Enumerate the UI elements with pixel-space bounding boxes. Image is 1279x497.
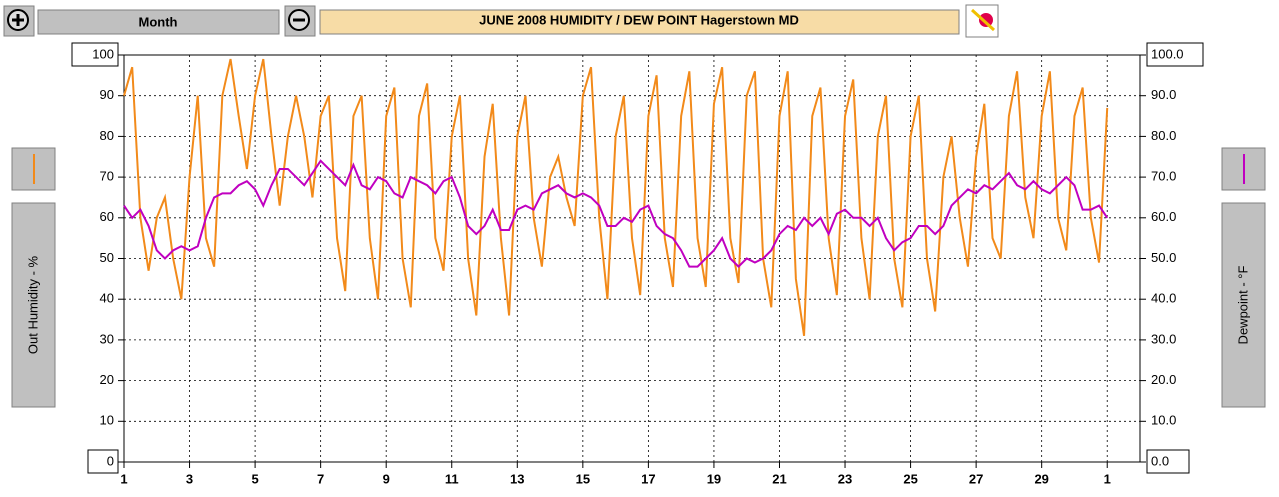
x-tick-label: 19 <box>707 471 721 486</box>
y2-tick-label: 90.0 <box>1151 87 1176 102</box>
x-tick-label: 17 <box>641 471 655 486</box>
x-tick-label: 7 <box>317 471 324 486</box>
x-tick-label: 5 <box>251 471 258 486</box>
y2-tick-label: 40.0 <box>1151 291 1176 306</box>
x-tick-label: 29 <box>1034 471 1048 486</box>
x-tick-label: 13 <box>510 471 524 486</box>
x-tick-label: 9 <box>383 471 390 486</box>
y-tick-label: 50 <box>100 250 114 265</box>
title-box <box>319 9 960 35</box>
y2-tick-label: 50.0 <box>1151 250 1176 265</box>
y-tick-label: 30 <box>100 331 114 346</box>
plot-frame <box>123 54 1141 463</box>
x-tick-label: 21 <box>772 471 786 486</box>
y2-tick-label: 10.0 <box>1151 413 1176 428</box>
y2-tick-label: 60.0 <box>1151 209 1176 224</box>
y2-min-box <box>1146 449 1190 474</box>
y2-tick-label: 20.0 <box>1151 372 1176 387</box>
y-tick-label: 70 <box>100 169 114 184</box>
color-button[interactable] <box>965 4 999 38</box>
x-tick-label: 1 <box>1104 471 1111 486</box>
y-axis-label: Out Humidity - % <box>25 255 40 354</box>
y-tick-label: 90 <box>100 87 114 102</box>
y2-tick-label: 0.0 <box>1151 453 1169 468</box>
period-button[interactable] <box>37 9 280 35</box>
x-tick-label: 1 <box>120 471 127 486</box>
x-tick-label: 27 <box>969 471 983 486</box>
chart-title: JUNE 2008 HUMIDITY / DEW POINT Hagerstow… <box>479 12 799 27</box>
y-tick-label: 20 <box>100 372 114 387</box>
x-tick-label: 3 <box>186 471 193 486</box>
y-tick-label: 40 <box>100 291 114 306</box>
x-tick-label: 11 <box>445 471 459 486</box>
series-line <box>123 58 1109 336</box>
axis-label-button[interactable] <box>11 202 56 408</box>
y2-tick-label: 100.0 <box>1151 46 1184 61</box>
zoom-in-button[interactable] <box>3 5 35 37</box>
x-tick-label: 15 <box>576 471 590 486</box>
axis-label-button[interactable] <box>1221 202 1266 408</box>
y-tick-label: 60 <box>100 209 114 224</box>
series-line <box>123 159 1109 269</box>
y-tick-label: 0 <box>107 453 114 468</box>
period-label: Month <box>139 14 178 29</box>
zoom-out-button[interactable] <box>284 5 316 37</box>
y2-tick-label: 70.0 <box>1151 169 1176 184</box>
y2-tick-label: 30.0 <box>1151 331 1176 346</box>
x-tick-label: 23 <box>838 471 852 486</box>
y2-max-box <box>1146 42 1204 67</box>
y-tick-label: 10 <box>100 413 114 428</box>
x-tick-label: 25 <box>903 471 917 486</box>
y2-axis-label: Dewpoint - °F <box>1235 265 1250 344</box>
y-tick-label: 100 <box>92 46 114 61</box>
y2-tick-label: 80.0 <box>1151 128 1176 143</box>
y-tick-label: 80 <box>100 128 114 143</box>
